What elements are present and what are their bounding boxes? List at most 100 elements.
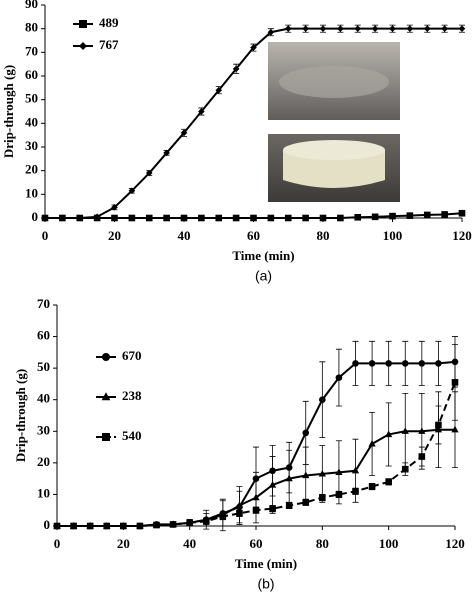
y-tick-label: 70	[25, 43, 38, 58]
data-point	[337, 25, 344, 32]
data-point	[250, 44, 257, 51]
x-tick-label: 20	[108, 228, 121, 243]
data-point	[335, 468, 343, 475]
data-point	[401, 427, 409, 434]
data-point	[354, 213, 362, 221]
y-tick-label: 60	[25, 67, 38, 82]
data-point	[128, 187, 136, 195]
data-point	[406, 212, 414, 219]
data-point	[435, 360, 442, 367]
data-point	[120, 522, 127, 530]
data-point	[145, 214, 153, 222]
x-tick-label: 0	[54, 536, 61, 551]
data-point	[284, 25, 292, 32]
data-point	[389, 212, 396, 220]
data-point	[335, 491, 343, 498]
y-tick-label: 90	[25, 0, 38, 11]
legend-label: 238	[122, 388, 142, 403]
data-point	[169, 521, 177, 528]
y-tick-label: 60	[37, 328, 50, 343]
data-point	[93, 213, 101, 221]
y-tick-label: 30	[25, 138, 38, 153]
data-point	[41, 214, 49, 222]
x-tick-label: 120	[445, 536, 465, 551]
data-point	[145, 169, 153, 177]
y-tick-label: 20	[37, 454, 50, 469]
y-axis-title: Drip-through (g)	[1, 65, 16, 158]
x-tick-label: 80	[316, 536, 329, 551]
data-point	[371, 25, 379, 32]
data-point	[458, 209, 466, 217]
data-point	[451, 379, 459, 386]
data-point	[441, 25, 448, 32]
data-point	[451, 425, 459, 433]
photo-cheese-top	[283, 140, 385, 160]
x-tick-label: 40	[183, 536, 196, 551]
data-point	[458, 25, 466, 32]
data-point	[302, 25, 309, 32]
data-point	[219, 513, 227, 520]
data-point	[319, 25, 327, 32]
data-point	[401, 360, 409, 367]
data-point	[236, 510, 243, 517]
data-point	[302, 471, 310, 479]
data-point	[215, 214, 223, 222]
y-tick-label: 0	[44, 517, 51, 532]
data-point	[136, 522, 144, 530]
data-point	[418, 427, 426, 434]
data-point	[401, 465, 409, 473]
data-point	[354, 25, 362, 32]
data-point	[70, 522, 77, 530]
data-point	[368, 360, 376, 367]
legend-label: 540	[122, 428, 142, 443]
data-point	[418, 453, 426, 460]
data-point	[235, 501, 244, 509]
x-axis-title: Time (min)	[232, 248, 294, 263]
data-point	[180, 214, 188, 222]
legend-marker	[79, 20, 87, 28]
data-point	[371, 213, 379, 221]
data-point	[319, 396, 326, 404]
data-point	[232, 65, 240, 73]
data-point	[267, 28, 275, 36]
x-tick-label: 80	[317, 228, 330, 243]
y-tick-label: 30	[37, 422, 50, 437]
data-point	[319, 214, 327, 222]
x-tick-label: 60	[247, 228, 260, 243]
data-point	[250, 214, 257, 222]
data-point	[435, 421, 442, 429]
legend-marker	[101, 392, 111, 401]
x-tick-label: 100	[379, 536, 399, 551]
x-tick-label: 120	[452, 228, 472, 243]
data-point	[103, 522, 111, 530]
data-point	[198, 108, 205, 115]
data-point	[285, 474, 293, 482]
data-point	[423, 25, 431, 32]
legend-label: 489	[99, 15, 119, 30]
data-point	[59, 214, 66, 222]
data-point	[215, 86, 223, 94]
data-point	[86, 522, 94, 530]
data-point	[302, 499, 310, 506]
legend-marker	[102, 353, 110, 361]
x-tick-label: 100	[383, 228, 403, 243]
y-tick-label: 0	[32, 209, 39, 224]
data-point	[352, 360, 359, 367]
photo-filter-detail	[279, 66, 389, 98]
data-point	[335, 374, 343, 381]
y-tick-label: 10	[37, 485, 50, 500]
legend-label: 767	[99, 37, 119, 52]
data-point	[418, 360, 426, 367]
data-point	[368, 439, 376, 447]
data-point	[337, 214, 344, 222]
data-point	[186, 519, 193, 527]
y-tick-label: 70	[37, 296, 50, 311]
data-point	[163, 214, 170, 222]
data-point	[76, 214, 84, 222]
data-point	[352, 487, 359, 495]
data-point	[406, 25, 414, 32]
data-point	[385, 478, 392, 486]
data-point	[128, 214, 136, 222]
data-point	[302, 429, 310, 437]
